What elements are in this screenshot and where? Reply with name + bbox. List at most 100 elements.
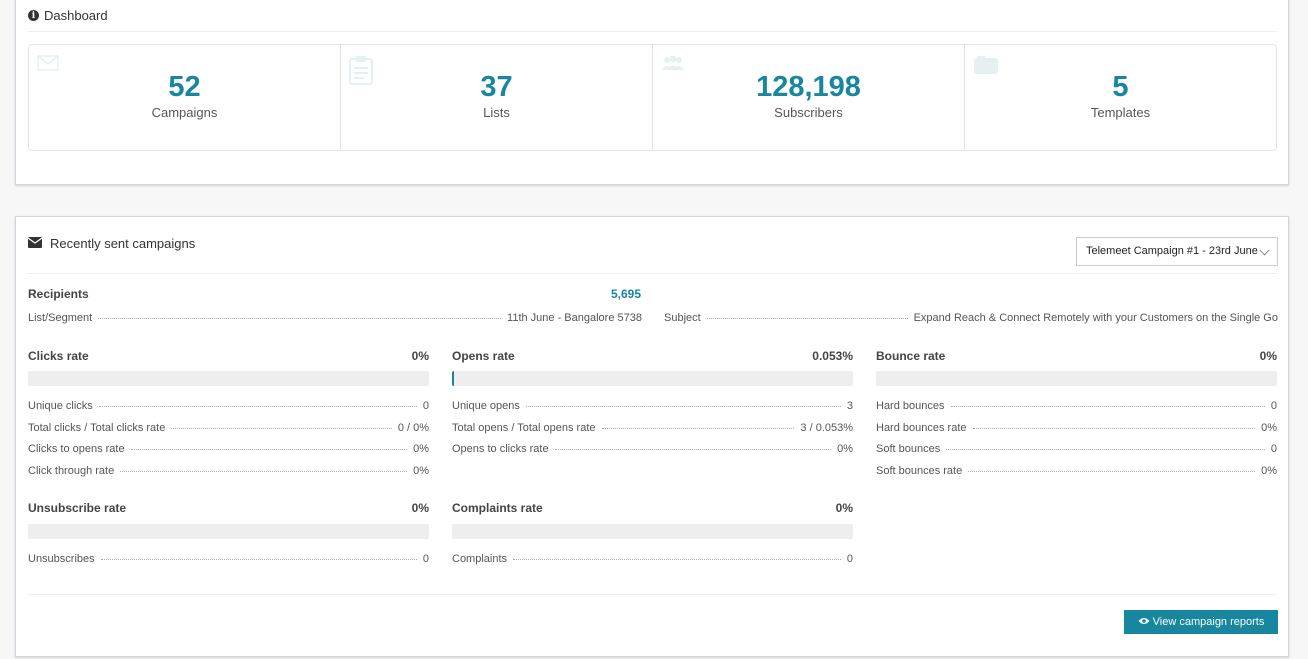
stat-subscribers[interactable]: 128,198 Subscribers [653, 45, 965, 150]
list-segment-row: List/Segment 11th June - Bangalore 5738 [28, 312, 642, 324]
dotted-leader [98, 318, 502, 319]
kv-row: Soft bounces rate 0% [876, 465, 1277, 477]
kv-row: Total opens / Total opens rate 3 / 0.053% [452, 422, 853, 434]
section-rate: 0% [411, 349, 429, 363]
section-rate: 0% [1259, 349, 1277, 363]
kv-label: Soft bounces [876, 443, 941, 455]
dotted-leader [525, 406, 841, 407]
subject-row: Subject Expand Reach & Connect Remotely … [664, 312, 1278, 324]
dotted-leader [171, 428, 392, 429]
section-rate: 0.053% [812, 349, 853, 363]
envelope-icon [27, 236, 43, 251]
kv-value: 0 [422, 553, 429, 565]
kv-value: Expand Reach & Connect Remotely with you… [913, 312, 1278, 324]
kv-row: Hard bounces rate 0% [876, 422, 1277, 434]
clicks-progress-bar [28, 371, 429, 386]
stat-label: Campaigns [151, 105, 218, 120]
dotted-leader [120, 471, 408, 472]
kv-label: Complaints [452, 553, 508, 565]
kv-row: Unique clicks 0 [28, 400, 429, 412]
kv-row: Unsubscribes 0 [28, 553, 429, 565]
chevron-down-icon [1259, 245, 1270, 256]
dotted-leader [601, 428, 795, 429]
section-title: Bounce rate [876, 349, 946, 363]
kv-row: Hard bounces 0 [876, 400, 1277, 412]
kv-label: Hard bounces rate [876, 422, 967, 434]
recent-campaigns-panel: Recently sent campaigns Telemeet Campaig… [15, 216, 1289, 657]
campaign-select-value: Telemeet Campaign #1 - 23rd June [1086, 245, 1258, 257]
unsubscribe-progress-bar [28, 524, 429, 539]
kv-row: Opens to clicks rate 0% [452, 443, 853, 455]
dotted-leader [946, 449, 1265, 450]
opens-rate-header: Opens rate 0.053% [452, 349, 853, 363]
divider [28, 273, 1277, 274]
progress-fill [452, 371, 454, 386]
stat-templates[interactable]: 5 Templates [965, 45, 1276, 150]
envelope-icon [37, 55, 59, 74]
recipients-label: Recipients [28, 287, 89, 301]
dotted-leader [968, 471, 1256, 472]
kv-row: Total clicks / Total clicks rate 0 / 0% [28, 422, 429, 434]
stat-value: 128,198 [756, 71, 861, 103]
kv-label: Total opens / Total opens rate [452, 422, 596, 434]
dotted-leader [98, 406, 417, 407]
campaign-select[interactable]: Telemeet Campaign #1 - 23rd June [1076, 237, 1278, 266]
kv-value: 0 [422, 400, 429, 412]
stat-label: Subscribers [774, 105, 843, 120]
bounce-progress-bar [876, 371, 1277, 386]
section-title: Opens rate [452, 349, 515, 363]
kv-label: Unique opens [452, 400, 520, 412]
clipboard-icon [349, 55, 373, 88]
campaigns-title: Recently sent campaigns [27, 236, 195, 251]
complaints-progress-bar [452, 524, 853, 539]
kv-label: Unique clicks [28, 400, 93, 412]
dotted-leader [706, 318, 908, 319]
recipients-value: 5,695 [610, 287, 641, 301]
section-title: Unsubscribe rate [28, 501, 127, 515]
kv-row: Unique opens 3 [452, 400, 853, 412]
info-icon: i [28, 10, 39, 21]
dotted-leader [972, 428, 1256, 429]
stat-lists[interactable]: 37 Lists [341, 45, 653, 150]
dotted-leader [513, 559, 841, 560]
stat-label: Lists [483, 105, 510, 120]
kv-value: 0 / 0% [397, 422, 429, 434]
kv-row: Clicks to opens rate 0% [28, 443, 429, 455]
kv-row: Click through rate 0% [28, 465, 429, 477]
kv-label: Clicks to opens rate [28, 443, 125, 455]
kv-label: Soft bounces rate [876, 465, 963, 477]
button-label: View campaign reports [1152, 616, 1265, 628]
kv-label: Opens to clicks rate [452, 443, 549, 455]
kv-value: 0 [846, 553, 853, 565]
eye-icon [1138, 616, 1150, 628]
dashboard-panel: i Dashboard 52 Campaigns 37 Lists 128,19… [15, 0, 1289, 185]
kv-label: Unsubscribes [28, 553, 95, 565]
complaints-rate-header: Complaints rate 0% [452, 501, 853, 515]
stat-campaigns[interactable]: 52 Campaigns [29, 45, 341, 150]
kv-label: Total clicks / Total clicks rate [28, 422, 166, 434]
divider [28, 31, 1277, 32]
section-rate: 0% [411, 501, 429, 515]
kv-label: Click through rate [28, 465, 115, 477]
kv-value: 0% [1261, 422, 1277, 434]
divider [28, 594, 1277, 595]
dashboard-title: i Dashboard [28, 8, 108, 23]
kv-value: 0% [413, 443, 429, 455]
stat-value: 37 [480, 71, 513, 103]
users-icon [661, 55, 685, 74]
kv-value: 3 [846, 400, 853, 412]
kv-value: 3 / 0.053% [800, 422, 853, 434]
kv-label: Subject [664, 312, 701, 324]
stat-value: 5 [1112, 71, 1129, 103]
template-icon [973, 55, 999, 78]
kv-value: 0% [1261, 465, 1277, 477]
stat-label: Templates [1090, 105, 1151, 120]
unsubscribe-rate-header: Unsubscribe rate 0% [28, 501, 429, 515]
view-campaign-reports-button[interactable]: View campaign reports [1124, 610, 1278, 634]
kv-value: 11th June - Bangalore 5738 [507, 312, 642, 324]
stat-value: 52 [168, 71, 201, 103]
dotted-leader [100, 559, 417, 560]
clicks-rate-header: Clicks rate 0% [28, 349, 429, 363]
kv-value: 0% [837, 443, 853, 455]
opens-progress-bar [452, 371, 853, 386]
